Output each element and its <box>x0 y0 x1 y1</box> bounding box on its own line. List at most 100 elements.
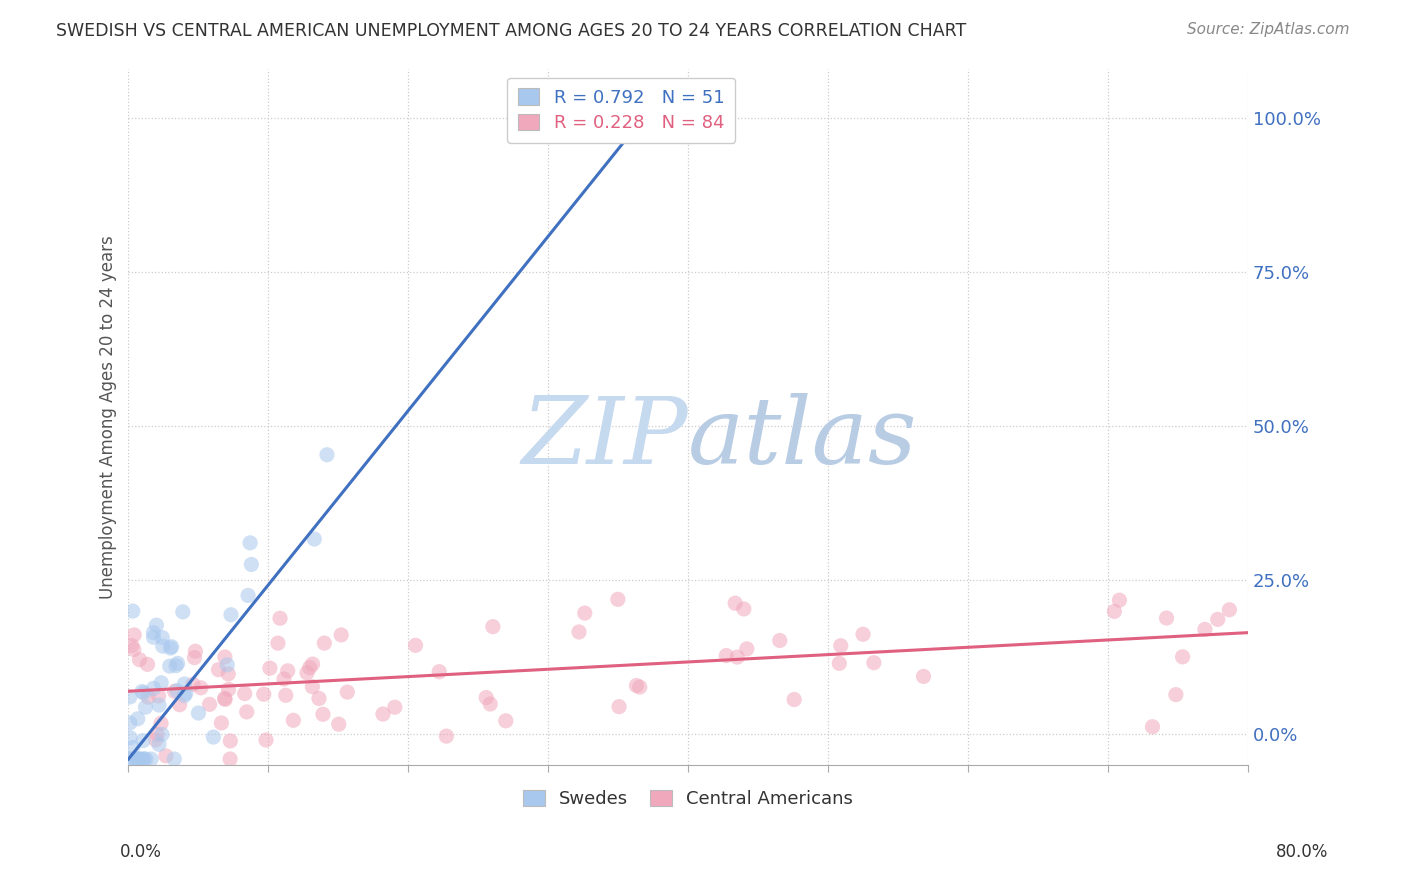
Point <box>273 672 295 686</box>
Point <box>235 705 257 719</box>
Point <box>127 712 149 726</box>
Point <box>145 732 167 747</box>
Point <box>314 636 336 650</box>
Point <box>122 642 145 657</box>
Point <box>132 686 155 700</box>
Point <box>724 596 747 610</box>
Point <box>733 602 755 616</box>
Point <box>163 752 186 766</box>
Point <box>150 675 173 690</box>
Point <box>148 698 170 712</box>
Point <box>218 682 240 697</box>
Point <box>118 690 141 704</box>
Point <box>312 707 335 722</box>
Point <box>427 665 450 679</box>
Point <box>187 706 209 720</box>
Point <box>125 752 148 766</box>
Point <box>852 627 875 641</box>
Point <box>1164 688 1187 702</box>
Point <box>142 630 165 644</box>
Point <box>214 692 236 706</box>
Point <box>135 752 157 766</box>
Point <box>240 558 263 572</box>
Point <box>169 698 191 712</box>
Point <box>1108 593 1130 607</box>
Point <box>1156 611 1178 625</box>
Point <box>118 752 141 766</box>
Point <box>134 700 156 714</box>
Point <box>1194 623 1216 637</box>
Point <box>166 683 188 698</box>
Point <box>155 748 177 763</box>
Point <box>214 650 236 665</box>
Point <box>131 684 153 698</box>
Point <box>371 706 394 721</box>
Point <box>139 752 162 766</box>
Point <box>172 605 194 619</box>
Point <box>828 657 851 671</box>
Point <box>274 688 297 702</box>
Point <box>150 631 173 645</box>
Point <box>1218 603 1240 617</box>
Point <box>129 752 152 766</box>
Point <box>479 697 502 711</box>
Point <box>495 714 517 728</box>
Point <box>298 660 321 674</box>
Point <box>254 733 277 747</box>
Point <box>217 666 239 681</box>
Point <box>173 677 195 691</box>
Point <box>132 752 155 766</box>
Point <box>482 620 505 634</box>
Point <box>1171 649 1194 664</box>
Point <box>165 658 187 673</box>
Point <box>253 687 276 701</box>
Text: Source: ZipAtlas.com: Source: ZipAtlas.com <box>1187 22 1350 37</box>
Text: 0.0%: 0.0% <box>120 843 162 861</box>
Point <box>184 644 207 658</box>
Point <box>198 698 221 712</box>
Point <box>173 689 195 703</box>
Point <box>336 685 359 699</box>
Text: atlas: atlas <box>688 392 918 483</box>
Point <box>830 639 852 653</box>
Point <box>574 606 596 620</box>
Point <box>146 727 169 741</box>
Point <box>136 690 159 705</box>
Point <box>160 640 183 654</box>
Point <box>202 730 225 744</box>
Point <box>783 692 806 706</box>
Point <box>214 691 236 706</box>
Point <box>769 633 792 648</box>
Point <box>725 650 748 665</box>
Point <box>148 689 170 703</box>
Point <box>295 665 318 680</box>
Point <box>863 656 886 670</box>
Point <box>308 691 330 706</box>
Point <box>145 618 167 632</box>
Text: 80.0%: 80.0% <box>1277 843 1329 861</box>
Point <box>159 641 181 656</box>
Point <box>190 681 212 695</box>
Text: SWEDISH VS CENTRAL AMERICAN UNEMPLOYMENT AMONG AGES 20 TO 24 YEARS CORRELATION C: SWEDISH VS CENTRAL AMERICAN UNEMPLOYMENT… <box>56 22 966 40</box>
Point <box>120 731 142 745</box>
Point <box>267 636 290 650</box>
Point <box>606 592 628 607</box>
Point <box>716 648 738 663</box>
Point <box>475 690 498 705</box>
Point <box>219 607 242 622</box>
Point <box>330 628 353 642</box>
Point <box>152 639 174 653</box>
Point <box>217 657 239 672</box>
Point <box>912 669 935 683</box>
Point <box>125 752 148 766</box>
Point <box>128 653 150 667</box>
Point <box>150 727 173 741</box>
Point <box>259 661 281 675</box>
Point <box>136 657 159 672</box>
Point <box>301 657 323 671</box>
Point <box>121 639 143 653</box>
Point <box>384 700 406 714</box>
Point <box>174 686 197 700</box>
Point <box>150 716 173 731</box>
Point <box>233 687 256 701</box>
